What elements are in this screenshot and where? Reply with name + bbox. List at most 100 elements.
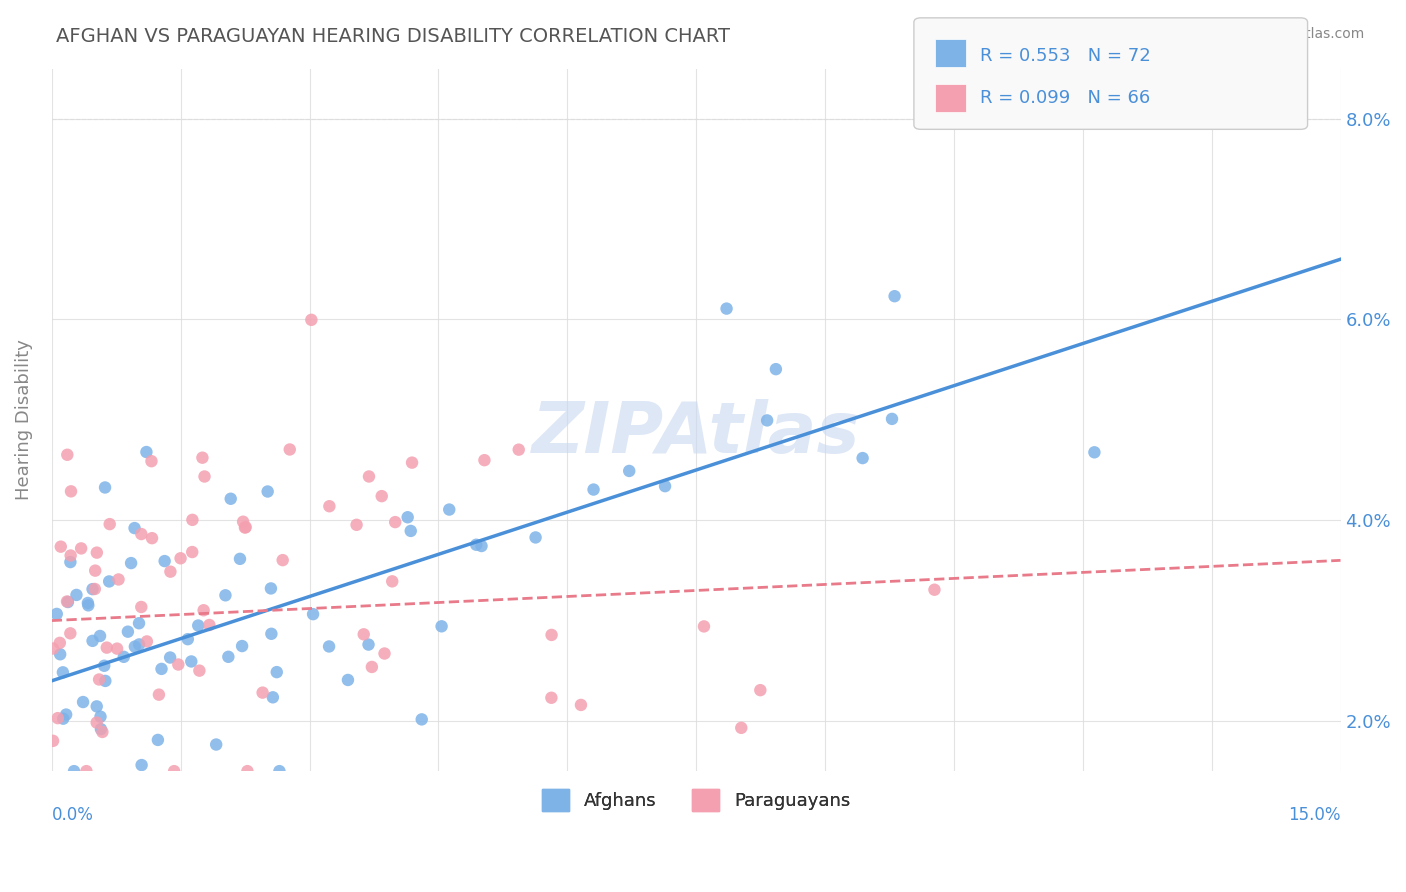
- Point: [148, 688, 170, 702]
- Point: [59, 626, 82, 640]
- Point: [252, 685, 274, 699]
- Point: [318, 500, 340, 514]
- Point: [129, 599, 152, 614]
- Point: [90, 722, 112, 736]
- Point: [49, 636, 72, 650]
- Point: [56, 448, 79, 462]
- Point: [188, 664, 211, 678]
- Point: [135, 445, 157, 459]
- Point: [353, 627, 375, 641]
- Point: [124, 521, 146, 535]
- Point: [880, 412, 903, 426]
- Point: [84, 564, 107, 578]
- Point: [117, 624, 139, 639]
- Point: [159, 650, 181, 665]
- Point: [765, 362, 787, 376]
- Point: [411, 712, 433, 726]
- Point: [619, 464, 641, 478]
- Point: [83, 582, 105, 596]
- Point: [94, 673, 117, 688]
- Point: [357, 638, 380, 652]
- Point: [299, 313, 322, 327]
- Point: [508, 442, 530, 457]
- Point: [141, 454, 163, 468]
- Point: [217, 649, 239, 664]
- Point: [52, 665, 75, 680]
- Point: [716, 301, 738, 316]
- Point: [56, 595, 79, 609]
- Point: [399, 524, 422, 538]
- Point: [42, 734, 65, 748]
- Point: [150, 662, 173, 676]
- Point: [60, 484, 83, 499]
- Point: [193, 603, 215, 617]
- Point: [63, 764, 86, 779]
- Text: AFGHAN VS PARAGUAYAN HEARING DISABILITY CORRELATION CHART: AFGHAN VS PARAGUAYAN HEARING DISABILITY …: [56, 27, 730, 45]
- Point: [107, 573, 129, 587]
- Point: [569, 698, 592, 712]
- Point: [45, 607, 67, 621]
- Point: [169, 551, 191, 566]
- Point: [229, 552, 252, 566]
- Point: [131, 758, 153, 772]
- Point: [214, 588, 236, 602]
- Point: [128, 616, 150, 631]
- Point: [396, 510, 419, 524]
- Point: [465, 538, 488, 552]
- Point: [346, 517, 368, 532]
- Point: [371, 489, 394, 503]
- Point: [141, 531, 163, 545]
- Point: [46, 711, 69, 725]
- Point: [167, 657, 190, 672]
- Point: [260, 582, 283, 596]
- Point: [198, 618, 221, 632]
- Point: [72, 695, 94, 709]
- Point: [540, 628, 562, 642]
- Text: R = 0.553   N = 72: R = 0.553 N = 72: [980, 47, 1150, 65]
- Point: [49, 647, 72, 661]
- Point: [59, 549, 82, 563]
- Point: [49, 540, 72, 554]
- Point: [181, 545, 204, 559]
- Point: [430, 619, 453, 633]
- Text: ZIPAtlas: ZIPAtlas: [531, 400, 860, 468]
- Legend: Afghans, Paraguayans: Afghans, Paraguayans: [534, 782, 858, 818]
- Point: [98, 574, 121, 589]
- Text: 15.0%: 15.0%: [1288, 806, 1340, 824]
- Point: [384, 515, 406, 529]
- Point: [231, 639, 253, 653]
- Point: [1083, 445, 1105, 459]
- Point: [318, 640, 340, 654]
- Point: [474, 453, 496, 467]
- Text: R = 0.099   N = 66: R = 0.099 N = 66: [980, 89, 1150, 107]
- Point: [749, 683, 772, 698]
- Point: [540, 690, 562, 705]
- Point: [256, 484, 278, 499]
- Point: [582, 483, 605, 497]
- Point: [219, 491, 242, 506]
- Point: [235, 520, 257, 534]
- Point: [56, 594, 79, 608]
- Point: [730, 721, 752, 735]
- Point: [112, 649, 135, 664]
- Point: [269, 764, 291, 779]
- Point: [266, 665, 288, 679]
- Point: [86, 715, 108, 730]
- Point: [42, 641, 65, 656]
- Point: [128, 637, 150, 651]
- Point: [205, 738, 228, 752]
- Point: [91, 725, 114, 739]
- Text: Source: ZipAtlas.com: Source: ZipAtlas.com: [1216, 27, 1364, 41]
- Point: [187, 618, 209, 632]
- Point: [146, 733, 169, 747]
- Point: [77, 596, 100, 610]
- Point: [181, 513, 204, 527]
- Point: [373, 647, 395, 661]
- Point: [98, 517, 121, 532]
- Point: [86, 546, 108, 560]
- Point: [524, 531, 547, 545]
- Point: [924, 582, 946, 597]
- Point: [233, 520, 256, 534]
- Point: [654, 479, 676, 493]
- Point: [82, 582, 104, 596]
